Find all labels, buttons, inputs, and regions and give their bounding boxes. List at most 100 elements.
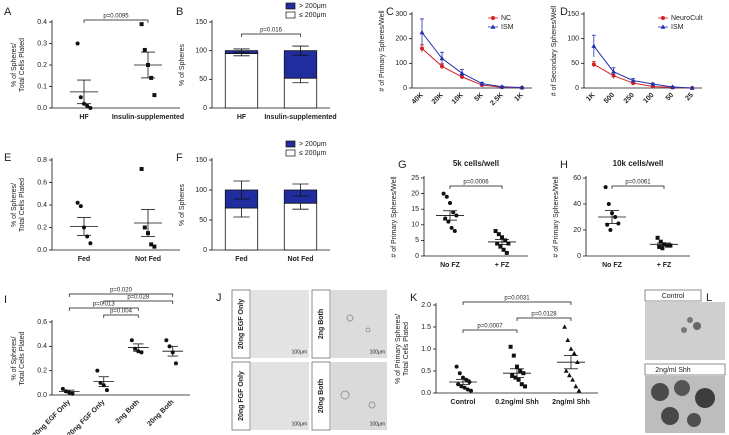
legend-swatch — [285, 2, 296, 10]
y-tick-label: 2.0 — [421, 302, 431, 309]
significance-bracket — [68, 293, 174, 297]
y-tick-label: 50 — [571, 60, 579, 67]
panel-letter: G — [398, 159, 407, 171]
y-tick-label: 0.4 — [37, 343, 47, 350]
x-tick-label: Not Fed — [287, 256, 313, 263]
point — [567, 372, 572, 378]
point — [164, 338, 169, 343]
point — [490, 24, 496, 29]
y-tick-label: 60 — [573, 175, 581, 182]
point — [495, 241, 500, 246]
point — [461, 375, 465, 380]
point — [152, 244, 157, 249]
significance-bracket — [611, 185, 665, 189]
scale-label: 100μm — [370, 349, 385, 355]
point — [606, 202, 611, 206]
point — [689, 85, 695, 90]
x-tick-label: 20ng EGF Only — [32, 399, 73, 435]
point — [661, 16, 665, 20]
significance-bracket — [103, 314, 139, 318]
y-tick-label: 0.3 — [37, 40, 47, 47]
point — [655, 235, 660, 240]
point — [446, 219, 451, 224]
point — [441, 191, 446, 196]
point — [465, 387, 470, 392]
y-tick-label: 150 — [567, 11, 579, 18]
point — [500, 235, 504, 240]
bar-segment — [283, 202, 318, 251]
point — [85, 103, 90, 108]
series-line — [421, 48, 523, 89]
point — [519, 382, 524, 387]
x-tick-label: Fed — [235, 256, 247, 263]
p-value: p=0.0007 — [477, 324, 503, 330]
sphere — [693, 322, 701, 330]
significance-bracket — [462, 301, 572, 305]
micrograph — [331, 290, 387, 358]
y-axis-label: Total Cells Plated — [19, 38, 26, 92]
x-tick-label: HF — [79, 114, 89, 121]
label-box — [311, 289, 331, 359]
point — [508, 344, 513, 349]
point — [510, 373, 515, 378]
x-tick-label: 50 — [665, 92, 676, 103]
x-tick-label: 500 — [603, 92, 616, 105]
x-tick-label: 20ng Both — [146, 399, 175, 428]
x-tick-label: 100 — [642, 92, 655, 105]
point — [142, 47, 147, 52]
y-tick-label: 0.4 — [37, 19, 47, 26]
point — [570, 377, 575, 382]
point — [657, 244, 662, 249]
label-box — [644, 289, 702, 302]
y-tick-label: 50 — [199, 76, 207, 83]
point — [152, 93, 157, 98]
p-value: p=0.0031 — [504, 296, 530, 302]
image-label: 20ng FGF Only — [238, 371, 245, 421]
point — [456, 382, 461, 387]
sphere — [340, 390, 350, 400]
y-tick-label: 0.5 — [421, 368, 431, 375]
point — [591, 43, 597, 48]
point — [562, 324, 567, 329]
panel-l: L Control 2ng/ml Shh — [644, 289, 726, 433]
point — [670, 84, 675, 89]
panel-j: J 20ng EGF Only 2ng Both 20ng FGF Only 2… — [216, 289, 387, 431]
point — [573, 383, 579, 389]
significance-bracket — [83, 19, 149, 23]
point — [78, 95, 83, 100]
point — [451, 210, 456, 215]
x-tick-label: 10K — [451, 92, 465, 106]
point — [139, 167, 144, 171]
point — [518, 369, 523, 373]
y-tick-label: 100 — [567, 36, 579, 43]
image-label: Control — [662, 293, 685, 300]
point — [78, 204, 83, 209]
significance-bracket — [449, 185, 503, 189]
y-axis-label: % of Spheres — [179, 43, 186, 86]
point — [591, 62, 596, 67]
label-box — [311, 361, 331, 431]
y-tick-label: 1.0 — [421, 346, 431, 353]
x-tick-label: No FZ — [602, 262, 623, 269]
x-tick-label: 5K — [473, 92, 484, 103]
legend-label: ≤ 200μm — [299, 150, 326, 157]
y-tick-label: 0.2 — [37, 62, 47, 69]
point — [139, 22, 144, 27]
point — [457, 371, 462, 376]
y-tick-label: 0.2 — [37, 368, 47, 375]
point — [440, 64, 444, 69]
point — [104, 388, 109, 393]
point — [499, 84, 505, 89]
scale-label: 100μm — [292, 349, 307, 355]
point — [501, 247, 506, 252]
y-tick-label: 100 — [195, 48, 207, 55]
legend-swatch — [285, 149, 296, 157]
x-tick-label: 2ng/ml Shh — [552, 399, 590, 406]
point — [650, 81, 656, 86]
point — [75, 41, 80, 46]
y-tick-label: 0 — [415, 253, 419, 260]
x-tick-label: 0.2ng/ml Shh — [495, 399, 539, 406]
micrograph — [251, 290, 309, 358]
panel-letter: J — [216, 292, 222, 304]
